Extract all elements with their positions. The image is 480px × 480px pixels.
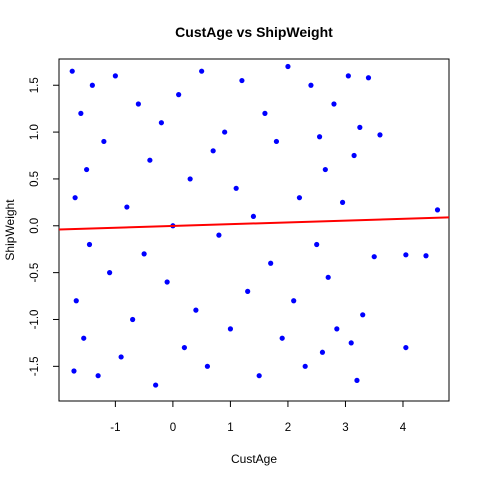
data-point	[153, 382, 158, 387]
x-tick-label: 2	[285, 422, 291, 434]
data-point	[205, 364, 210, 369]
data-point	[193, 308, 198, 313]
data-point	[182, 345, 187, 350]
data-point	[96, 373, 101, 378]
y-tick-label: 0.0	[29, 218, 41, 234]
data-point	[107, 270, 112, 275]
data-point	[251, 214, 256, 219]
data-point	[101, 139, 106, 144]
x-tick-label: 0	[170, 422, 176, 434]
data-point	[354, 378, 359, 383]
data-point	[317, 134, 322, 139]
x-axis-label: CustAge	[231, 452, 277, 466]
data-point	[199, 69, 204, 74]
data-point	[291, 298, 296, 303]
data-point	[74, 298, 79, 303]
data-point	[403, 252, 408, 257]
data-point	[403, 345, 408, 350]
data-point	[239, 78, 244, 83]
data-point	[257, 373, 262, 378]
data-point	[262, 111, 267, 116]
y-tick-label: -1.5	[29, 356, 41, 376]
data-point	[334, 326, 339, 331]
data-point	[119, 354, 124, 359]
data-point	[84, 167, 89, 172]
data-point	[234, 186, 239, 191]
y-tick-label: 0.5	[29, 171, 41, 187]
data-point	[70, 69, 75, 74]
data-point	[147, 158, 152, 163]
data-point	[165, 279, 170, 284]
data-point	[346, 73, 351, 78]
data-point	[423, 253, 428, 258]
y-tick-label: -1.0	[29, 310, 41, 330]
data-point	[90, 83, 95, 88]
data-point	[130, 317, 135, 322]
data-point	[274, 139, 279, 144]
data-point	[320, 350, 325, 355]
data-point	[326, 275, 331, 280]
data-point	[357, 125, 362, 130]
data-point	[280, 336, 285, 341]
data-point	[285, 64, 290, 69]
x-tick-label: 1	[227, 422, 233, 434]
data-point	[113, 73, 118, 78]
data-point	[308, 83, 313, 88]
x-tick-label: 3	[342, 422, 348, 434]
data-point	[349, 340, 354, 345]
data-point	[142, 251, 147, 256]
data-point	[435, 207, 440, 212]
data-point	[323, 167, 328, 172]
data-point	[78, 111, 83, 116]
y-tick-label: -0.5	[29, 263, 41, 283]
chart-title: CustAge vs ShipWeight	[175, 24, 333, 40]
data-point	[331, 101, 336, 106]
y-tick-label: 1.5	[29, 77, 41, 93]
data-point	[136, 101, 141, 106]
data-point	[228, 326, 233, 331]
data-point	[372, 254, 377, 259]
data-point	[159, 120, 164, 125]
data-point	[351, 153, 356, 158]
data-point	[71, 368, 76, 373]
data-point	[73, 195, 78, 200]
data-point	[314, 242, 319, 247]
data-point	[176, 92, 181, 97]
data-point	[340, 200, 345, 205]
y-axis-label: ShipWeight	[3, 199, 17, 261]
data-point	[81, 336, 86, 341]
data-point	[216, 233, 221, 238]
data-point	[297, 195, 302, 200]
data-point	[360, 312, 365, 317]
data-point	[268, 261, 273, 266]
data-point	[366, 75, 371, 80]
data-point	[211, 148, 216, 153]
x-tick-label: 4	[400, 422, 407, 434]
data-point	[303, 364, 308, 369]
data-point	[245, 289, 250, 294]
data-point	[87, 242, 92, 247]
data-point	[124, 204, 129, 209]
data-point	[188, 176, 193, 181]
data-point	[377, 132, 382, 137]
y-tick-label: 1.0	[29, 124, 41, 140]
data-point	[222, 129, 227, 134]
x-tick-label: -1	[110, 422, 120, 434]
